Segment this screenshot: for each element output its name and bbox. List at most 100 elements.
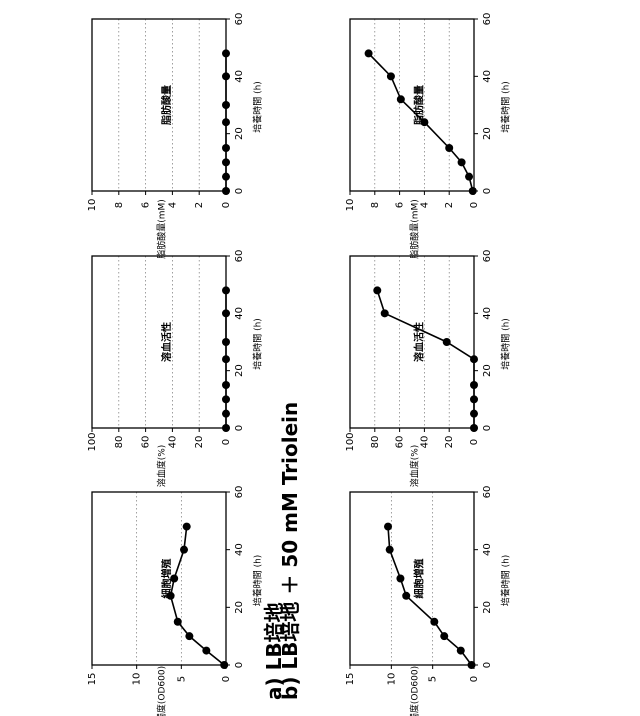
chart-title: 脂肪酸量 <box>160 85 173 126</box>
data-point <box>465 173 473 181</box>
plot-frame <box>92 256 226 428</box>
x-tick-label: 20 <box>234 601 245 614</box>
x-tick-label: 40 <box>234 543 245 556</box>
chart-b-3: 02468100204060培養時間 (h)脂肪酸量(mM)脂肪酸量 <box>345 13 512 259</box>
x-tick-label: 0 <box>482 188 493 194</box>
series-line <box>388 527 471 665</box>
data-point <box>222 395 230 403</box>
y-tick-label: 2 <box>444 202 455 208</box>
y-tick-label: 80 <box>114 436 125 449</box>
chart-title: 細胞増殖 <box>412 559 425 599</box>
data-point <box>470 410 478 418</box>
y-tick-label: 100 <box>87 432 98 451</box>
plot-frame <box>92 492 226 665</box>
data-point <box>402 592 410 600</box>
data-point <box>222 101 230 109</box>
y-tick-label: 5 <box>176 676 187 682</box>
data-point <box>180 546 188 554</box>
x-tick-label: 20 <box>234 127 245 140</box>
plot-frame <box>350 492 474 665</box>
data-point <box>470 395 478 403</box>
x-tick-label: 40 <box>482 70 493 83</box>
x-tick-label: 0 <box>234 188 245 194</box>
data-point <box>222 72 230 80</box>
x-tick-label: 20 <box>482 364 493 377</box>
y-tick-label: 10 <box>132 673 143 686</box>
data-point <box>397 95 405 103</box>
x-tick-label: 0 <box>482 662 493 668</box>
y-tick-label: 4 <box>419 202 430 208</box>
y-tick-label: 60 <box>141 436 152 449</box>
y-tick-label: 40 <box>167 436 178 449</box>
x-tick-label: 60 <box>482 250 493 263</box>
data-point <box>469 187 477 195</box>
data-point <box>222 338 230 346</box>
data-point <box>396 575 404 583</box>
data-point <box>470 355 478 363</box>
x-axis-title: 培養時間 (h) <box>500 81 512 133</box>
chart-title: 溶血活性 <box>412 322 425 362</box>
data-point <box>222 118 230 126</box>
data-point <box>222 286 230 294</box>
data-point <box>222 309 230 317</box>
y-tick-label: 15 <box>345 673 356 686</box>
x-tick-label: 0 <box>234 662 245 668</box>
series-line <box>377 290 474 428</box>
y-tick-label: 6 <box>395 202 406 208</box>
data-point <box>222 424 230 432</box>
y-tick-label: 0 <box>221 202 232 208</box>
x-axis-title: 培養時間 (h) <box>252 318 264 370</box>
x-tick-label: 60 <box>482 486 493 499</box>
x-tick-label: 60 <box>234 13 245 26</box>
x-axis-title: 培養時間 (h) <box>252 555 264 607</box>
x-tick-label: 40 <box>234 70 245 83</box>
data-point <box>222 355 230 363</box>
chart-b-2: 0204060801000204060培養時間 (h)溶血度(%)溶血活性 <box>345 250 512 488</box>
data-point <box>170 575 178 583</box>
y-tick-label: 80 <box>370 436 381 449</box>
x-axis-title: 培養時間 (h) <box>500 555 512 607</box>
chart-b-1: 0510150204060培養時間 (h)増殖濁度(OD600)細胞増殖 <box>345 486 512 716</box>
x-tick-label: 40 <box>482 543 493 556</box>
data-point <box>185 632 193 640</box>
y-tick-label: 4 <box>167 202 178 208</box>
data-point <box>457 647 465 655</box>
x-tick-label: 40 <box>482 307 493 320</box>
x-axis-title: 培養時間 (h) <box>252 81 264 133</box>
data-point <box>373 286 381 294</box>
data-point <box>220 661 228 669</box>
x-tick-label: 0 <box>482 425 493 431</box>
x-tick-label: 20 <box>234 364 245 377</box>
x-tick-label: 20 <box>482 127 493 140</box>
plot-frame <box>350 256 474 428</box>
x-axis-title: 培養時間 (h) <box>500 318 512 370</box>
series-line <box>171 527 225 665</box>
data-point <box>445 144 453 152</box>
data-point <box>167 592 175 600</box>
data-point <box>202 647 210 655</box>
x-tick-label: 60 <box>234 486 245 499</box>
panel-b-label: b) LB培地 ＋ 50 mM Triolein <box>278 402 302 700</box>
y-tick-label: 60 <box>395 436 406 449</box>
data-point <box>443 338 451 346</box>
y-tick-label: 10 <box>87 199 98 212</box>
y-axis-title: 増殖濁度(OD600) <box>156 666 168 716</box>
data-point <box>381 309 389 317</box>
y-tick-label: 0 <box>469 676 480 682</box>
chart-a-3: 02468100204060培養時間 (h)脂肪酸量(mM)脂肪酸量 <box>87 13 264 259</box>
data-point <box>222 144 230 152</box>
chart-a-1: 0510150204060培養時間 (h)増殖濁度(OD600)細胞増殖 <box>87 486 264 716</box>
data-point <box>174 618 182 626</box>
data-point <box>470 381 478 389</box>
y-tick-label: 100 <box>345 432 356 451</box>
data-point <box>183 523 191 531</box>
data-point <box>222 381 230 389</box>
data-point <box>458 158 466 166</box>
chart-title: 溶血活性 <box>160 322 173 362</box>
x-tick-label: 40 <box>234 307 245 320</box>
data-point <box>470 424 478 432</box>
data-point <box>384 523 392 531</box>
y-axis-title: 脂肪酸量(mM) <box>409 199 421 259</box>
